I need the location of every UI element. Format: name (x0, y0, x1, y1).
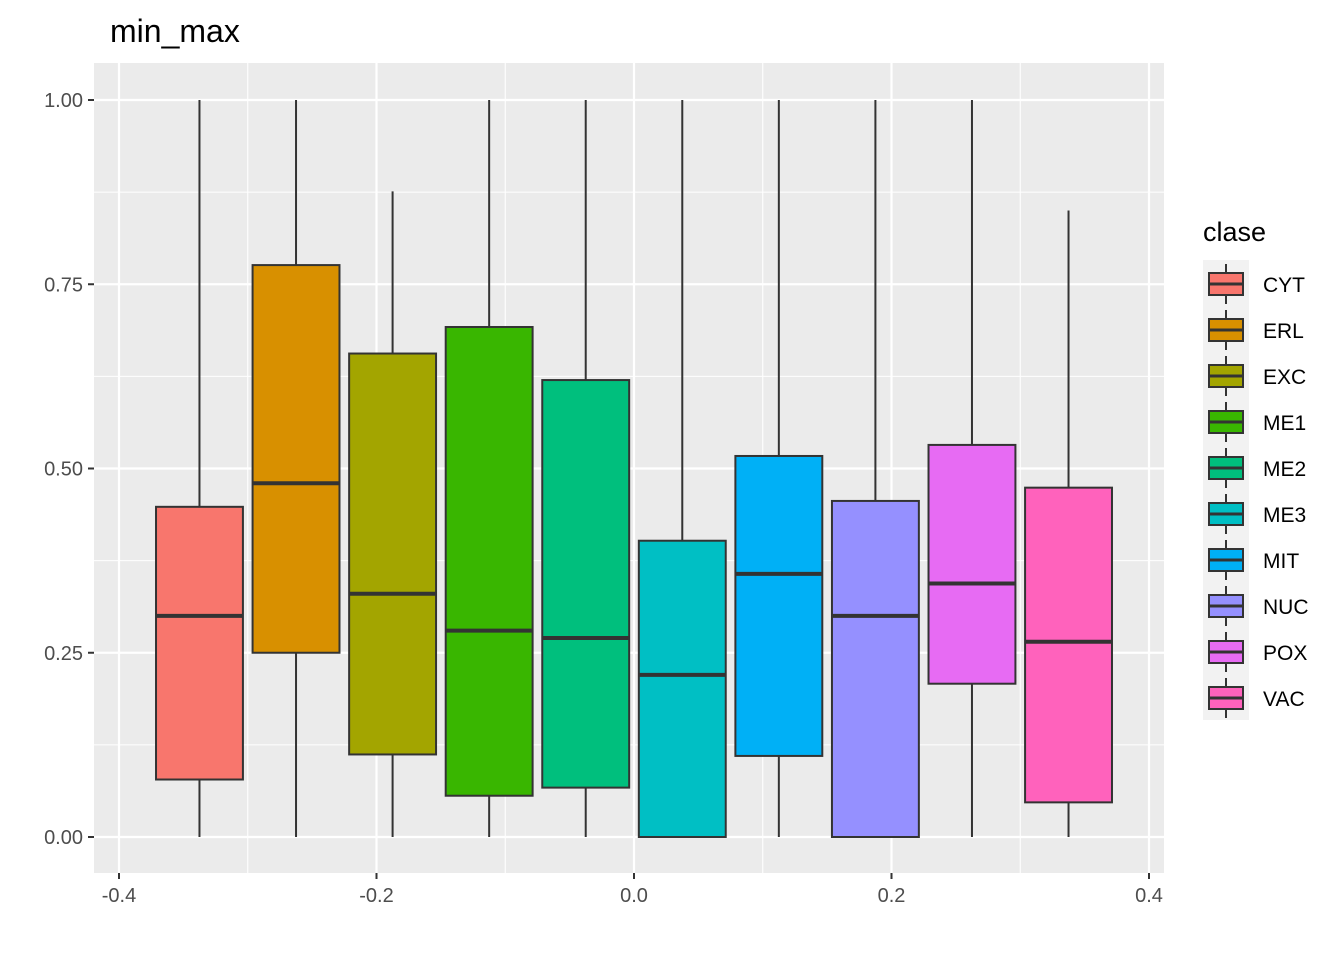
box-me2 (541, 100, 631, 837)
legend-label: ME2 (1263, 458, 1306, 481)
x-tick-label: 0.4 (1135, 885, 1163, 907)
legend-item-pox: POX (1208, 632, 1307, 672)
x-tick-label: -0.4 (102, 885, 136, 907)
y-tick-label: 0.00 (44, 827, 83, 849)
legend-item-erl: ERL (1208, 310, 1304, 350)
y-tick-label: 1.00 (44, 90, 83, 112)
box-body (927, 443, 1017, 685)
x-tick-label: 0.0 (620, 885, 648, 907)
legend-item-mit: MIT (1208, 540, 1299, 580)
box-body (1024, 486, 1113, 804)
chart-title: min_max (110, 13, 240, 49)
box-body (637, 539, 727, 838)
legend-label: ME3 (1263, 504, 1306, 527)
legend-item-me2: ME2 (1208, 448, 1306, 488)
box-body (734, 454, 824, 757)
box-body (444, 325, 534, 797)
box-body (830, 499, 920, 838)
box-erl (251, 100, 341, 837)
x-axis: -0.4 -0.2 0.0 0.2 0.4 (102, 873, 1163, 907)
box-mit (734, 100, 824, 837)
y-tick-label: 0.25 (44, 643, 83, 665)
box-exc (348, 191, 438, 837)
legend-label: CYT (1263, 274, 1305, 297)
box-body (155, 505, 244, 781)
x-tick-label: -0.2 (359, 885, 393, 907)
box-me3 (637, 100, 727, 838)
box-pox (927, 100, 1017, 837)
legend-item-nuc: NUC (1208, 586, 1309, 626)
box-body (251, 264, 341, 654)
legend-label: VAC (1263, 688, 1305, 711)
legend-item-exc: EXC (1208, 356, 1306, 396)
box-vac (1024, 210, 1113, 837)
legend-label: NUC (1263, 596, 1309, 619)
y-tick-label: 0.50 (44, 459, 83, 481)
legend-item-vac: VAC (1208, 678, 1305, 718)
box-me1 (444, 100, 534, 837)
box-nuc (830, 100, 920, 838)
legend-label: EXC (1263, 366, 1306, 389)
legend: clase CYT ERL EXC ME1 ME2 ME3 MIT NUC POX VAC (1203, 217, 1309, 720)
box-body (348, 352, 438, 756)
legend-item-me3: ME3 (1208, 494, 1306, 534)
box-body (541, 379, 631, 789)
legend-label: MIT (1263, 550, 1299, 573)
legend-item-cyt: CYT (1208, 264, 1305, 304)
x-tick-label: 0.2 (878, 885, 906, 907)
legend-title: clase (1203, 217, 1266, 247)
y-axis: 0.00 0.25 0.50 0.75 1.00 (44, 90, 94, 849)
legend-label: POX (1263, 642, 1307, 665)
legend-label: ME1 (1263, 412, 1306, 435)
boxes (155, 100, 1113, 838)
box-cyt (155, 100, 244, 837)
legend-item-me1: ME1 (1208, 402, 1306, 442)
y-tick-label: 0.75 (44, 274, 83, 296)
legend-label: ERL (1263, 320, 1304, 343)
